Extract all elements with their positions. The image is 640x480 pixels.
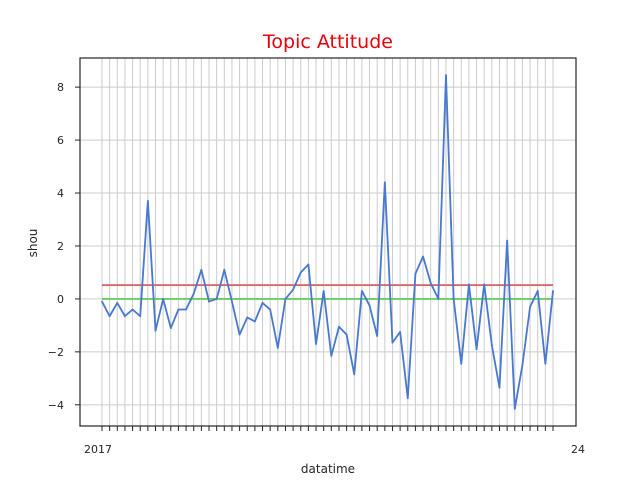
attitude-series-line xyxy=(101,74,554,410)
data-point xyxy=(269,308,272,311)
data-point xyxy=(192,292,195,295)
data-point xyxy=(429,282,432,284)
y-axis: −4 −2 0 2 4 6 8 xyxy=(48,81,80,412)
y-tick-label: 2 xyxy=(57,240,64,253)
data-point xyxy=(529,305,531,308)
data-point xyxy=(124,315,126,318)
data-point xyxy=(253,320,256,323)
x-axis-label: datatime xyxy=(301,462,355,476)
data-point xyxy=(299,271,302,274)
plot-lines xyxy=(101,74,554,410)
data-point xyxy=(116,301,119,304)
data-point xyxy=(475,348,478,351)
y-tick-label: −2 xyxy=(48,346,64,359)
data-point xyxy=(307,263,310,266)
data-point xyxy=(498,386,501,389)
data-point xyxy=(177,308,180,311)
data-point xyxy=(353,373,356,376)
y-tick-label: −4 xyxy=(48,399,64,412)
data-point xyxy=(368,304,371,307)
data-point xyxy=(261,301,264,304)
data-point xyxy=(490,344,493,347)
data-point xyxy=(101,300,103,303)
data-point xyxy=(513,407,516,410)
plot-frame xyxy=(79,57,577,427)
data-point xyxy=(276,346,279,349)
data-point xyxy=(391,341,394,344)
data-point xyxy=(162,298,165,300)
data-point xyxy=(338,325,340,328)
data-point xyxy=(445,74,447,77)
data-point xyxy=(208,300,210,303)
data-point xyxy=(131,308,134,311)
data-point xyxy=(383,181,386,184)
data-point xyxy=(284,298,287,300)
data-point xyxy=(223,268,226,271)
data-point xyxy=(154,329,157,332)
y-tick-label: 6 xyxy=(57,134,64,147)
data-point xyxy=(452,298,455,300)
data-point xyxy=(345,333,348,336)
data-point xyxy=(322,290,325,292)
data-point xyxy=(422,255,424,258)
x-tick-label-first: 2017 xyxy=(84,443,112,456)
x-axis: 2017 24 xyxy=(84,426,585,456)
data-point xyxy=(544,362,547,365)
x-tick-label-last: 24 xyxy=(571,443,585,456)
y-tick-label: 0 xyxy=(57,293,64,306)
data-point xyxy=(414,272,417,275)
data-point xyxy=(536,290,539,292)
y-axis-label: shou xyxy=(26,229,40,258)
y-tick-label: 8 xyxy=(57,81,64,94)
data-point xyxy=(552,290,554,292)
data-point xyxy=(360,290,363,292)
data-point xyxy=(200,268,203,271)
data-point xyxy=(460,362,463,365)
data-point xyxy=(399,331,402,333)
data-point xyxy=(185,308,187,311)
data-point xyxy=(238,333,241,336)
chart-title: Topic Attitude xyxy=(262,31,393,53)
data-point xyxy=(315,343,317,345)
data-point xyxy=(330,354,333,357)
data-point xyxy=(406,397,409,400)
data-point xyxy=(246,316,249,319)
data-point xyxy=(169,327,172,329)
data-point xyxy=(506,239,509,242)
data-point xyxy=(215,298,218,300)
data-point xyxy=(108,315,111,318)
data-point xyxy=(437,298,440,300)
data-point xyxy=(521,364,524,367)
y-tick-label: 4 xyxy=(57,187,64,200)
data-point xyxy=(139,315,142,318)
data-point xyxy=(292,288,295,291)
grid xyxy=(80,58,576,426)
data-point xyxy=(468,283,470,286)
data-point xyxy=(376,335,379,337)
data-point xyxy=(146,200,149,202)
data-point xyxy=(483,283,486,286)
data-point xyxy=(231,300,233,303)
